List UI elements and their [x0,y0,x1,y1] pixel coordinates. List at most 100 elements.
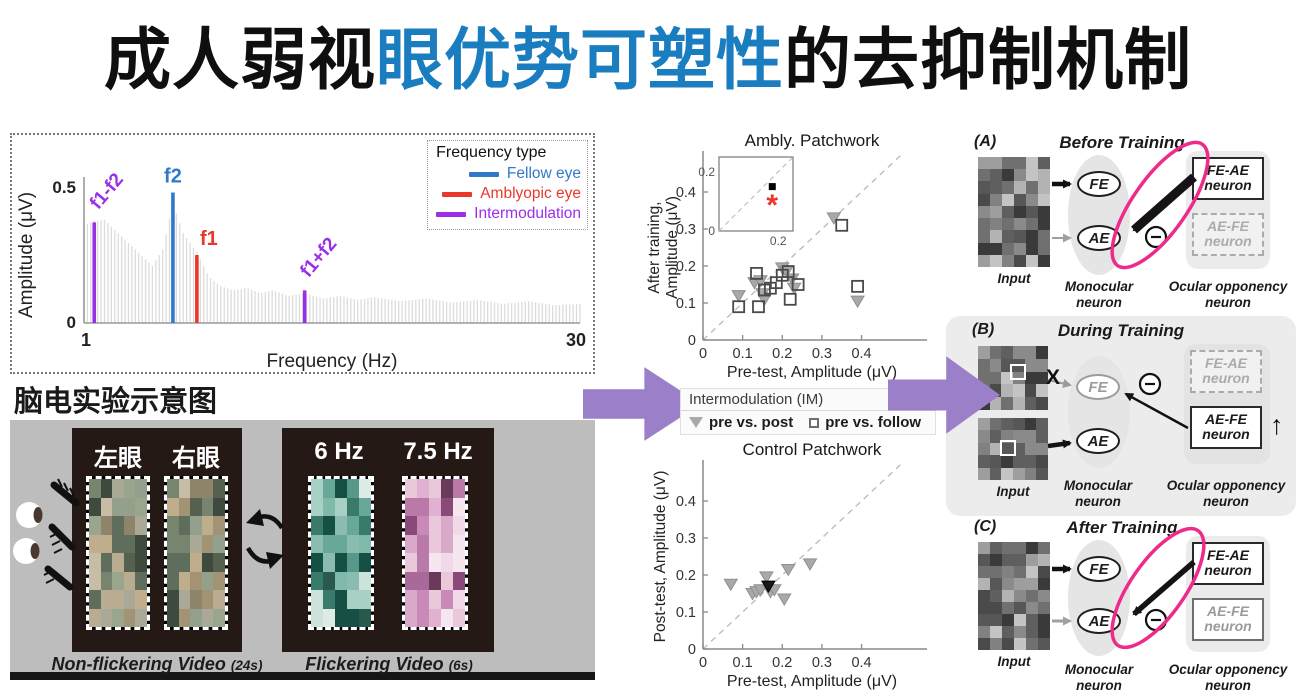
left-eye-label: 左眼 [94,445,142,472]
right-eye-label: 右眼 [172,445,220,472]
caption-text: Flickering Video [305,654,444,674]
legend-entry-intermodulation: Intermodulation [436,204,581,224]
fe-ae-neuron-box: FE-AE neuron [1192,157,1264,200]
model-panel-after-training: (C) After Training Input FE AE Monocular… [948,518,1296,693]
svg-text:0.4: 0.4 [676,494,696,510]
eeg-schematic-heading: 脑电实验示意图 [14,386,218,418]
right-eye-video [164,476,228,630]
svg-text:0.4: 0.4 [851,346,871,362]
title-part1: 成人弱视 [104,23,376,98]
flickering-caption: Flickering Video (6s) [292,654,486,675]
scatter-point [732,300,746,314]
ae-fe-neuron-box: AE-FE neuron [1190,406,1262,449]
left-eye-video [86,476,150,630]
amblyopic-eye-swatch [442,191,473,197]
panel-title: Before Training [1059,133,1185,152]
svg-text:0.2: 0.2 [772,655,792,671]
scatter-point [850,295,865,309]
scatter-point [786,282,802,296]
svg-text:f2: f2 [164,165,182,187]
scatter-point [731,290,747,303]
svg-text:Frequency (Hz): Frequency (Hz) [267,351,398,372]
ae-neuron: AE [1076,428,1120,454]
input-to-ae-arrow [1047,439,1072,449]
scatter-point [780,563,796,577]
svg-text:0.3: 0.3 [812,346,832,362]
opponency-neuron-label: Ocular opponency neuron [1168,662,1288,693]
fe-neuron: FE [1076,374,1120,400]
caption-duration: (24s) [230,658,263,673]
inset-box [718,156,794,232]
svg-text:f1-f2: f1-f2 [86,169,128,213]
significance-asterisk: * [766,189,778,222]
scatter-point [851,279,864,293]
scatter-point [759,571,774,584]
svg-text:0: 0 [699,346,707,362]
title-highlight: 眼优势可塑性 [376,23,784,98]
fellow-eye-label: Fellow eye [506,165,581,182]
svg-text:0.2: 0.2 [698,165,715,179]
svg-text:0.2: 0.2 [770,234,787,248]
inhibition-icon [1138,372,1162,396]
fellow-eye-swatch [468,171,499,177]
svg-text:0: 0 [688,333,696,349]
svg-text:0.2: 0.2 [676,568,696,584]
intermodulation-label: Intermodulation [474,205,581,222]
caption-duration: (6s) [448,658,473,673]
patch-marker [1000,440,1016,456]
monocular-neuron-label: Monocular neuron [1063,478,1133,509]
ae-neuron: AE [1077,608,1121,634]
svg-text:Pre-test, Amplitude (μV): Pre-test, Amplitude (μV) [727,673,897,690]
svg-text:0.1: 0.1 [676,296,696,312]
svg-text:0.1: 0.1 [733,346,753,362]
scatter-point [783,292,797,306]
feae-to-ae-inhibition-arrow [1131,173,1197,234]
patch-marker [1010,364,1026,380]
legend-entry-amblyopic: Amblyopic eye [436,184,581,204]
spectrum-chart: f1-f2 f2 f1 f1+f2 0.5 01 30 Frequency (Hz) Ampli… [16,165,586,372]
svg-text:0.1: 0.1 [676,605,696,621]
dichoptic-video-panel: 左眼 右眼 [72,428,242,652]
scatter-point [723,578,739,592]
input-image [978,157,1050,267]
svg-text:0.1: 0.1 [733,655,753,671]
svg-text:Control Patchwork: Control Patchwork [743,440,882,459]
intermodulation-legend: Intermodulation (IM) pre vs. post pre vs… [680,388,936,435]
pre-vs-post-label: pre vs. post [709,414,794,431]
svg-text:f1+f2: f1+f2 [296,234,341,282]
svg-text:0: 0 [688,642,696,658]
scatter-point [802,558,818,571]
frequency-type-legend: Frequency type Fellow eye Amblyopic eye … [427,140,588,230]
aefe-to-fe-inhibition-arrow [1124,392,1189,430]
ae-neuron: AE [1077,225,1121,251]
svg-text:Amplitude (μV): Amplitude (μV) [664,196,681,299]
input-label: Input [997,271,1031,286]
svg-text:0.4: 0.4 [851,655,871,671]
feae-to-ae-inhibition-arrow [1132,559,1196,617]
title-part3: 的去抑制机制 [784,23,1192,98]
monocular-neuron-label: Monocular neuron [1064,662,1134,693]
scatter-point [826,212,842,225]
identity-line [702,463,902,650]
flickering-video-panel: 6 Hz 7.5 Hz [282,428,494,652]
input-image-fellow [978,346,1048,410]
video-7-5hz [402,476,468,630]
panel-tag: (A) [974,133,997,150]
legend-title: Frequency type [436,144,547,161]
ambly-patchwork-chart: Ambly. Patchwork 0 0.1 0.2 0.3 0.4 0 0.1 0.2 0.3 0… [645,131,937,384]
triangle-marker-icon [689,417,703,428]
panel-tag: (C) [974,518,997,535]
svg-text:Pre-test, Amplitude (μV): Pre-test, Amplitude (μV) [727,364,897,381]
input-label: Input [996,484,1030,499]
fe-neuron: FE [1077,556,1121,582]
opponency-neuron-label: Ocular opponency neuron [1168,279,1288,310]
ssvep-spectrum-panel: f1-f2 f2 f1 f1+f2 0.5 0 1 30 Frequency (Hz) Ampli… [10,133,595,374]
fe-ae-neuron-box: FE-AE neuron [1192,542,1264,585]
svg-text:0: 0 [708,224,715,238]
freq-6hz-label: 6 Hz [314,438,364,465]
svg-text:Amplitude (μV): Amplitude (μV) [16,192,37,318]
ae-fe-neuron-box: AE-FE neuron [1192,213,1264,256]
control-patchwork-chart: Control Patchwork 0 0.1 0.2 0.3 0.4 0 0.1 0.2 0.3… [645,440,937,693]
input-image-amblyopic [978,418,1048,480]
im-legend-items: pre vs. post pre vs. follow [681,411,935,434]
